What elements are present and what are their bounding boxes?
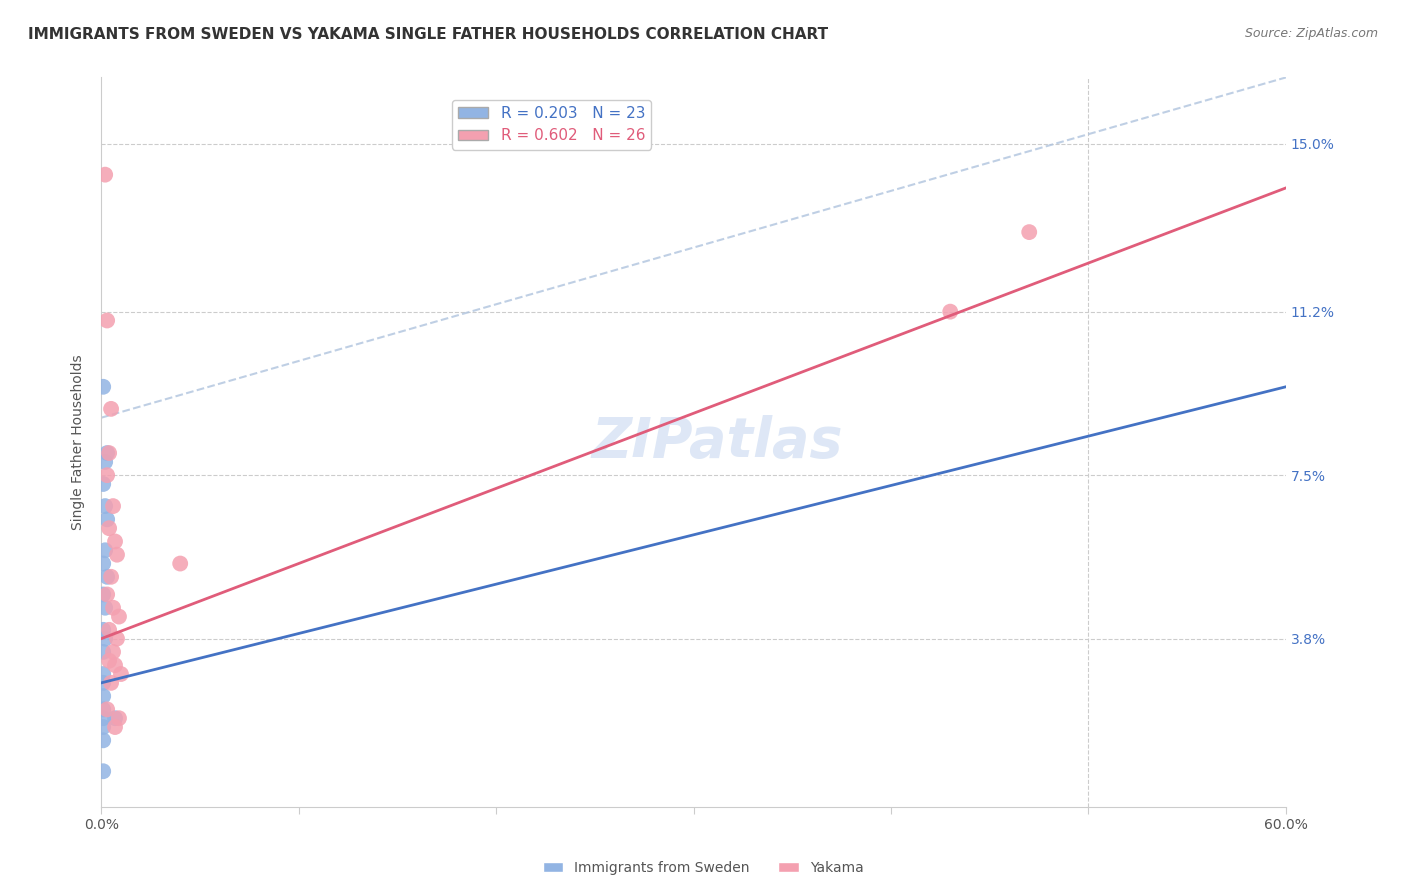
Point [91, 711, 114, 725]
Point [108, 711, 131, 725]
Point [94, 632, 117, 646]
Y-axis label: Single Father Households: Single Father Households [72, 354, 86, 530]
Point [1018, 225, 1040, 239]
Point [169, 557, 191, 571]
Point [91, 764, 114, 779]
Text: IMMIGRANTS FROM SWEDEN VS YAKAMA SINGLE FATHER HOUSEHOLDS CORRELATION CHART: IMMIGRANTS FROM SWEDEN VS YAKAMA SINGLE … [28, 27, 828, 42]
Point [104, 711, 127, 725]
Point [98, 654, 121, 668]
Point [104, 534, 127, 549]
Point [94, 455, 117, 469]
Point [91, 733, 114, 747]
Point [91, 623, 114, 637]
Point [96, 702, 118, 716]
Point [98, 521, 121, 535]
Point [101, 499, 124, 513]
Point [91, 720, 114, 734]
Point [105, 632, 128, 646]
Point [100, 401, 122, 416]
Point [91, 587, 114, 601]
Point [108, 609, 131, 624]
Point [91, 689, 114, 703]
Point [98, 446, 121, 460]
Point [94, 168, 117, 182]
Point [91, 676, 114, 690]
Point [94, 600, 117, 615]
Point [98, 623, 121, 637]
Point [91, 557, 114, 571]
Legend: Immigrants from Sweden, Yakama: Immigrants from Sweden, Yakama [537, 855, 869, 880]
Point [96, 446, 118, 460]
Text: ZIPatlas: ZIPatlas [592, 415, 844, 469]
Point [105, 548, 128, 562]
Point [96, 587, 118, 601]
Point [96, 512, 118, 526]
Point [91, 380, 114, 394]
Point [94, 543, 117, 558]
Point [94, 499, 117, 513]
Point [939, 304, 962, 318]
Point [110, 667, 132, 681]
Legend: R = 0.203   N = 23, R = 0.602   N = 26: R = 0.203 N = 23, R = 0.602 N = 26 [451, 100, 651, 150]
Point [91, 477, 114, 491]
Point [91, 667, 114, 681]
Point [101, 645, 124, 659]
Text: Source: ZipAtlas.com: Source: ZipAtlas.com [1244, 27, 1378, 40]
Point [100, 676, 122, 690]
Point [101, 600, 124, 615]
Point [91, 702, 114, 716]
Point [96, 313, 118, 327]
Point [104, 720, 127, 734]
Point [96, 468, 118, 483]
Point [96, 570, 118, 584]
Point [100, 570, 122, 584]
Point [91, 645, 114, 659]
Point [104, 658, 127, 673]
